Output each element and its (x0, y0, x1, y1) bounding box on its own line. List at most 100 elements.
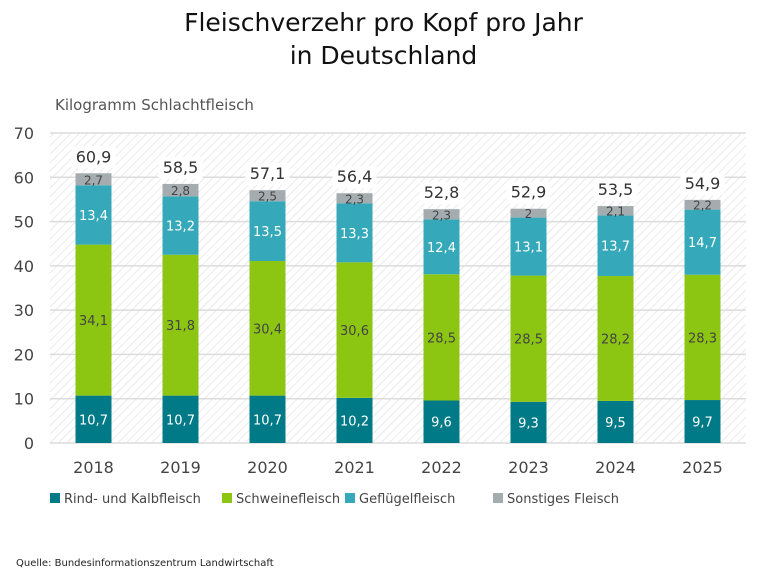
legend-swatch (345, 493, 355, 503)
y-tick-label: 40 (14, 257, 34, 276)
data-label: 9,7 (692, 416, 713, 431)
x-tick-label: 2022 (421, 458, 462, 477)
data-label: 31,8 (166, 319, 195, 334)
data-label: 2,2 (693, 199, 712, 213)
data-label: 2,7 (84, 173, 103, 187)
data-label: 10,7 (253, 413, 282, 428)
y-tick-label: 70 (14, 124, 34, 143)
data-label: 10,7 (79, 413, 108, 428)
total-label-box (71, 146, 116, 169)
bar-segment (162, 395, 199, 443)
data-label: 28,2 (601, 332, 630, 347)
data-label: 2 (525, 207, 533, 221)
bar-segment (336, 203, 373, 263)
data-label: 13,4 (79, 209, 108, 224)
data-label: 2,3 (345, 192, 364, 206)
legend-label: Schweinefleisch (236, 492, 340, 507)
bar-segment (423, 400, 460, 443)
x-tick-label: 2020 (247, 458, 288, 477)
data-label: 2,3 (432, 208, 451, 222)
data-label: 12,4 (427, 241, 456, 256)
bar-segment (423, 274, 460, 401)
total-label-box (332, 166, 377, 189)
data-label: 13,7 (601, 240, 630, 255)
total-label: 58,5 (163, 158, 199, 177)
data-label: 28,5 (427, 331, 456, 346)
y-tick-label: 60 (14, 168, 34, 187)
bar-segment (684, 274, 721, 401)
bar-segment (75, 173, 112, 186)
bar-segment (597, 276, 634, 401)
data-label: 13,1 (514, 241, 543, 256)
title-line-1: Fleischverzehr pro Kopf pro Jahr (184, 8, 583, 37)
y-tick-label: 20 (14, 345, 34, 364)
y-tick-label: 30 (14, 301, 34, 320)
bar-segment (75, 244, 112, 396)
x-tick-label: 2024 (595, 458, 636, 477)
total-label-box (158, 156, 203, 179)
data-label: 13,3 (340, 227, 369, 242)
total-label-box (419, 182, 464, 205)
data-label: 34,1 (79, 314, 108, 329)
legend-swatch (50, 493, 60, 503)
data-label: 28,3 (688, 331, 717, 346)
bar-segment (162, 183, 199, 197)
data-label: 9,3 (518, 416, 539, 431)
bar-segment (597, 206, 634, 216)
data-label: 30,6 (340, 324, 369, 339)
bar-segment (684, 209, 721, 275)
total-label: 56,4 (337, 167, 373, 186)
data-label: 9,5 (605, 416, 626, 431)
total-label: 52,8 (424, 183, 460, 202)
data-label: 30,4 (253, 322, 282, 337)
y-tick-label: 50 (14, 213, 34, 232)
bar-segment (510, 401, 547, 443)
legend-label: Sonstiges Fleisch (507, 492, 619, 507)
bar-segment (162, 196, 199, 255)
bar-segment (249, 201, 286, 261)
data-label: 10,7 (166, 413, 195, 428)
data-label: 13,2 (166, 220, 195, 235)
source-note: Quelle: Bundesinformationszentrum Landwi… (16, 558, 274, 569)
bar-segment (336, 193, 373, 204)
x-tick-label: 2025 (682, 458, 723, 477)
bar-segment (75, 185, 112, 245)
y-tick-label: 10 (14, 390, 34, 409)
legend-swatch (222, 493, 232, 503)
bar-segment (249, 260, 286, 396)
bar-segment (597, 215, 634, 277)
legend-label: Rind- und Kalbfleisch (64, 492, 201, 507)
bar-segment (336, 262, 373, 398)
plot-background (50, 133, 746, 443)
total-label: 57,1 (250, 164, 286, 183)
bar-segment (162, 254, 199, 396)
bar-segment (510, 217, 547, 276)
x-tick-label: 2021 (334, 458, 375, 477)
data-label: 9,6 (431, 416, 452, 431)
total-label-box (680, 172, 725, 195)
bar-segment (684, 400, 721, 443)
data-label: 14,7 (688, 236, 717, 251)
total-label-box (593, 179, 638, 202)
x-tick-label: 2019 (160, 458, 201, 477)
legend-label: Geflügelfleisch (359, 492, 455, 507)
bar-segment (423, 209, 460, 220)
title-line-2: in Deutschland (289, 41, 478, 70)
x-tick-label: 2023 (508, 458, 549, 477)
total-label-box (245, 163, 290, 186)
total-label: 60,9 (76, 147, 112, 166)
bar-segment (336, 397, 373, 443)
bar-segment (249, 190, 286, 202)
legend-swatch (493, 493, 503, 503)
y-tick-label: 0 (24, 434, 34, 453)
bar-segment (510, 275, 547, 402)
x-tick-label: 2018 (73, 458, 114, 477)
y-axis-label: Kilogramm Schlachtfleisch (55, 96, 254, 114)
chart-title: Fleischverzehr pro Kopf pro Jahr in Deuts… (0, 6, 767, 72)
data-label: 13,5 (253, 225, 282, 240)
bar-segment (597, 400, 634, 443)
total-label-box (506, 181, 551, 204)
data-label: 2,8 (171, 184, 190, 198)
data-label: 2,5 (258, 190, 277, 204)
